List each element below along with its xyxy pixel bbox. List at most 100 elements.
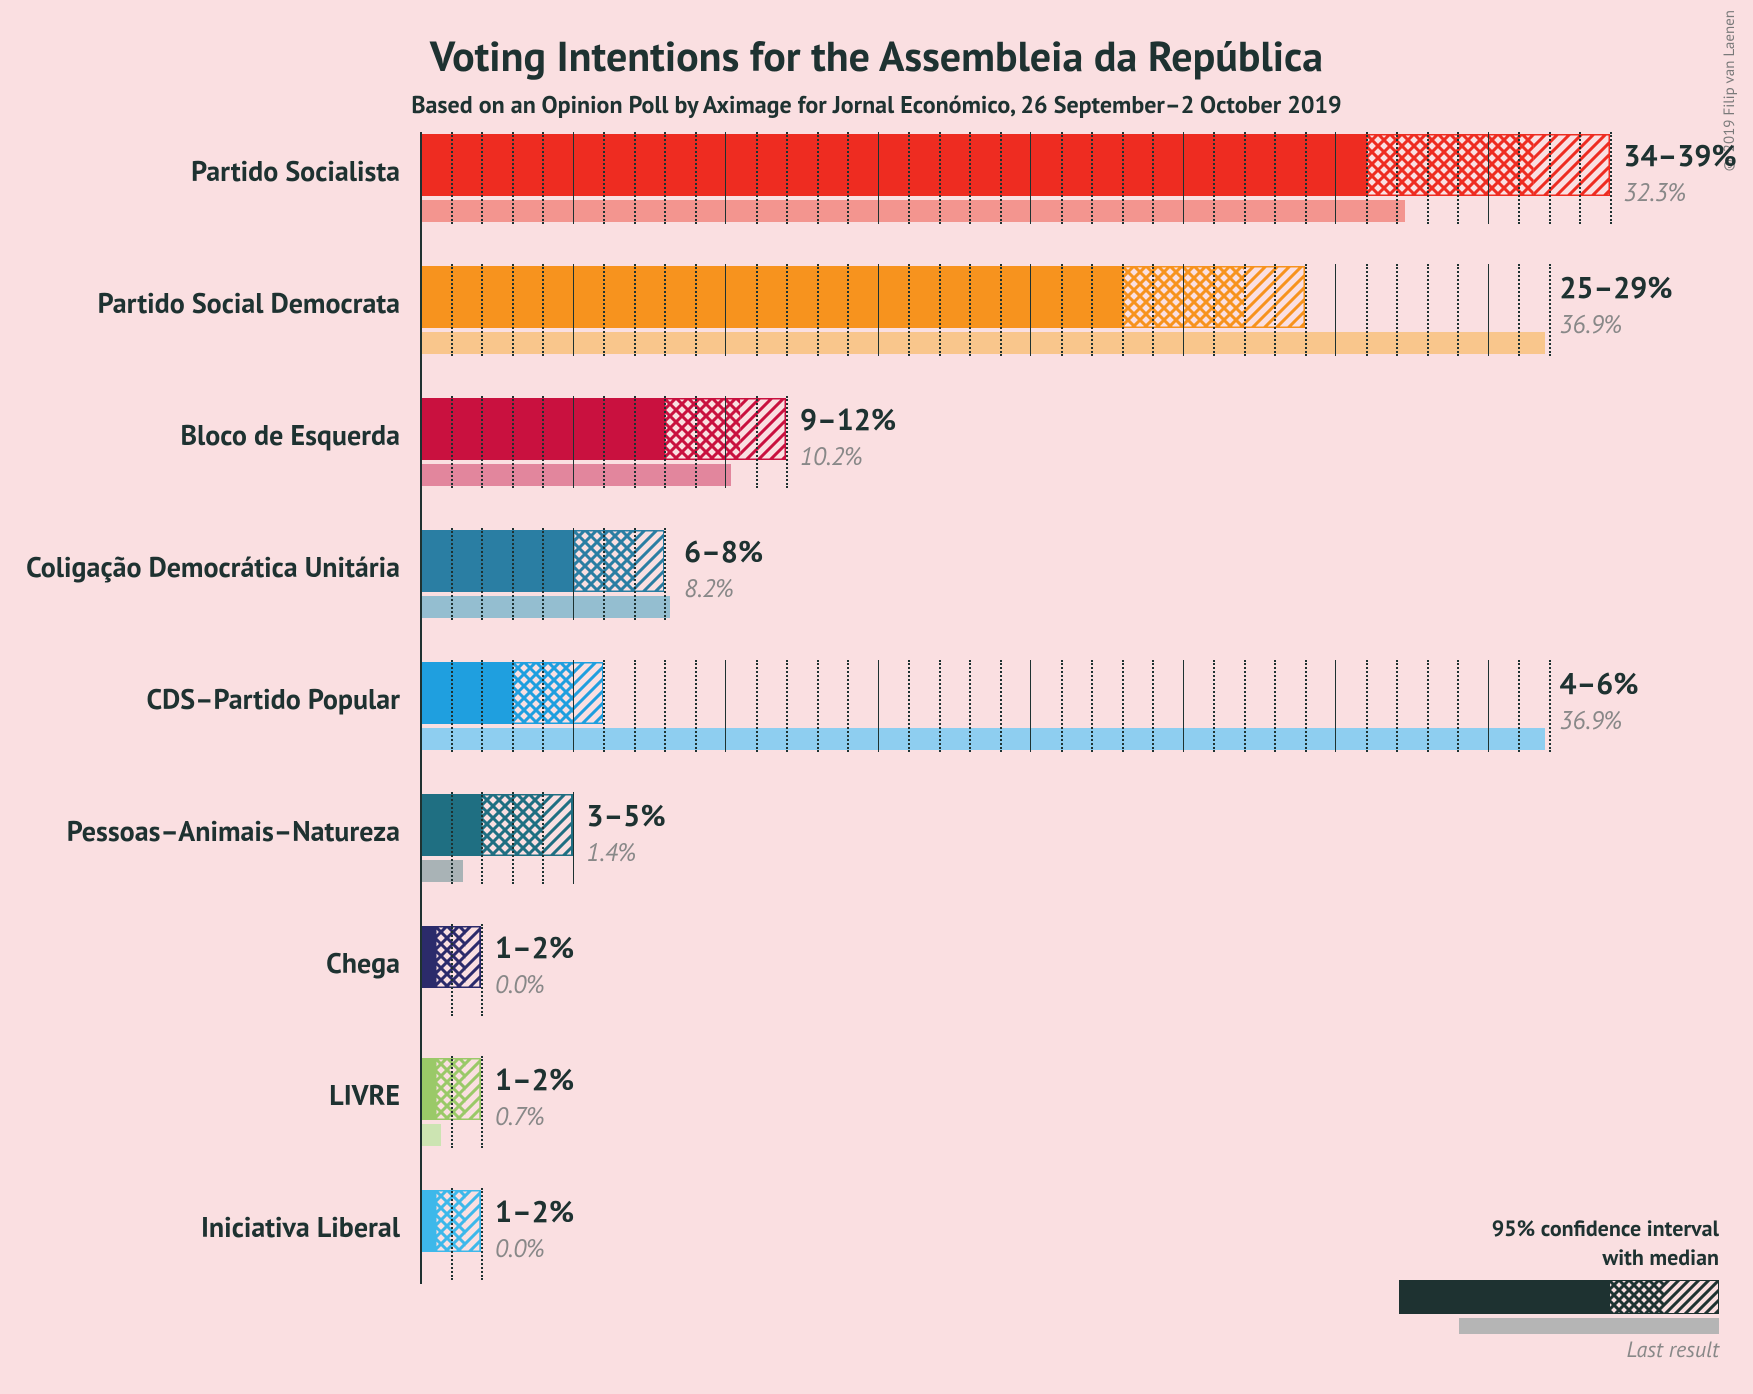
last-result-label: 36.9%: [1559, 704, 1622, 736]
minor-grid: [1091, 264, 1093, 356]
minor-grid: [542, 132, 544, 224]
major-grid: [725, 132, 726, 224]
last-result-bar: [420, 728, 1545, 750]
party-label: CDS–Partido Popular: [0, 680, 400, 717]
minor-grid: [634, 264, 636, 356]
range-label: 34–39%: [1624, 136, 1737, 175]
minor-grid: [1213, 132, 1215, 224]
minor-grid: [603, 264, 605, 356]
minor-grid: [512, 660, 514, 752]
minor-grid: [939, 660, 941, 752]
minor-grid: [634, 396, 636, 488]
minor-grid: [1244, 132, 1246, 224]
minor-grid: [908, 660, 910, 752]
minor-grid: [817, 132, 819, 224]
minor-grid: [1427, 660, 1429, 752]
minor-grid: [512, 396, 514, 488]
minor-grid: [1091, 132, 1093, 224]
ci-bar: [435, 926, 481, 988]
minor-grid: [786, 660, 788, 752]
ci-bar: [435, 1058, 481, 1120]
minor-grid: [1305, 264, 1307, 356]
minor-grid: [542, 264, 544, 356]
party-label: Iniciativa Liberal: [0, 1208, 400, 1245]
minor-grid: [603, 132, 605, 224]
minor-grid: [847, 660, 849, 752]
bar-chart: Partido Socialista34–39%32.3%Partido Soc…: [0, 128, 1753, 1308]
axis-line: [420, 132, 422, 1284]
major-grid: [573, 792, 574, 884]
minor-grid: [1000, 264, 1002, 356]
minor-grid: [1366, 660, 1368, 752]
minor-grid: [1610, 132, 1612, 224]
minor-grid: [1518, 132, 1520, 224]
legend-last-text: Last result: [1399, 1336, 1719, 1364]
minor-grid: [512, 132, 514, 224]
last-result-label: 36.9%: [1559, 308, 1622, 340]
minor-grid: [939, 132, 941, 224]
major-grid: [878, 132, 879, 224]
minor-grid: [512, 792, 514, 884]
minor-grid: [1549, 660, 1551, 752]
major-grid: [1183, 132, 1184, 224]
last-result-bar: [420, 464, 731, 486]
chart-title: Voting Intentions for the Assembleia da …: [0, 0, 1753, 83]
minor-grid: [969, 264, 971, 356]
minor-grid: [1244, 660, 1246, 752]
minor-grid: [542, 396, 544, 488]
party-row: LIVRE1–2%0.7%: [0, 1052, 1753, 1184]
major-grid: [878, 264, 879, 356]
major-grid: [1488, 660, 1489, 752]
party-row: Bloco de Esquerda9–12%10.2%: [0, 392, 1753, 524]
minor-grid: [664, 264, 666, 356]
party-row: Partido Socialista34–39%32.3%: [0, 128, 1753, 260]
minor-grid: [451, 264, 453, 356]
minor-grid: [1305, 132, 1307, 224]
party-row: CDS–Partido Popular 4–6%36.9%: [0, 656, 1753, 788]
ci-bar: [435, 1190, 481, 1252]
minor-grid: [786, 264, 788, 356]
minor-grid: [481, 660, 483, 752]
legend: 95% confidence interval with median Last…: [1399, 1215, 1719, 1364]
minor-grid: [756, 264, 758, 356]
legend-ci-pattern: [1609, 1280, 1719, 1314]
minor-grid: [1518, 660, 1520, 752]
minor-grid: [847, 132, 849, 224]
range-label: 4–6%: [1559, 664, 1638, 703]
major-grid: [573, 528, 574, 620]
party-label: Chega: [0, 944, 400, 981]
minor-grid: [481, 528, 483, 620]
major-grid: [725, 660, 726, 752]
minor-grid: [1152, 264, 1154, 356]
minor-grid: [1579, 132, 1581, 224]
last-result-label: 10.2%: [800, 440, 863, 472]
minor-grid: [542, 660, 544, 752]
last-result-label: 0.7%: [495, 1100, 545, 1132]
minor-grid: [451, 660, 453, 752]
party-label: Bloco de Esquerda: [0, 416, 400, 453]
minor-grid: [1061, 660, 1063, 752]
minor-grid: [1366, 264, 1368, 356]
minor-grid: [1427, 264, 1429, 356]
major-grid: [1030, 132, 1031, 224]
major-grid: [725, 264, 726, 356]
major-grid: [1335, 264, 1336, 356]
minor-grid: [451, 132, 453, 224]
main-bar: [420, 1190, 435, 1252]
range-label: 3–5%: [587, 796, 666, 835]
last-result-label: 0.0%: [495, 1232, 545, 1264]
minor-grid: [1366, 132, 1368, 224]
last-result-bar: [420, 200, 1405, 222]
minor-grid: [1152, 660, 1154, 752]
minor-grid: [1549, 264, 1551, 356]
minor-grid: [451, 528, 453, 620]
main-bar: [420, 266, 1122, 328]
legend-ci-bar: [1399, 1280, 1719, 1314]
major-grid: [573, 396, 574, 488]
minor-grid: [1000, 660, 1002, 752]
minor-grid: [1122, 264, 1124, 356]
minor-grid: [1061, 264, 1063, 356]
minor-grid: [908, 132, 910, 224]
minor-grid: [1122, 660, 1124, 752]
minor-grid: [695, 396, 697, 488]
